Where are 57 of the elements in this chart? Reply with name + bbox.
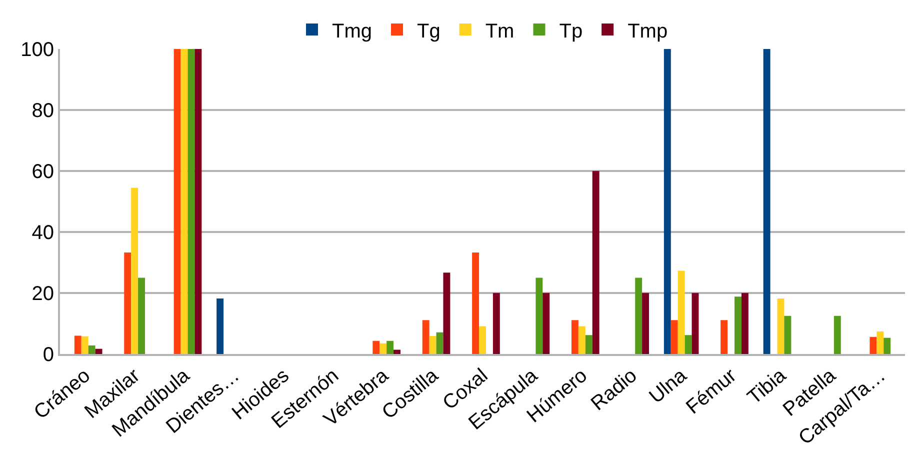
bar [664, 49, 671, 354]
bar [81, 336, 88, 354]
bar [216, 298, 224, 354]
bar [720, 320, 728, 354]
bar [536, 278, 543, 354]
bar [777, 298, 784, 354]
bar [472, 252, 480, 354]
bar [380, 343, 387, 354]
legend-label: Tg [417, 20, 440, 42]
bar [784, 316, 792, 354]
legend-label: Tmp [628, 20, 668, 42]
bar [188, 49, 195, 354]
bar [834, 316, 841, 354]
bar [436, 332, 444, 354]
bar [578, 326, 586, 354]
bar [429, 336, 436, 354]
y-tick-label: 100 [20, 39, 54, 61]
bar [678, 270, 685, 354]
y-tick-label: 80 [32, 100, 54, 122]
legend-label: Tm [485, 20, 514, 42]
bar [670, 320, 678, 354]
bar [394, 350, 400, 354]
y-tick-label: 40 [32, 222, 54, 244]
bar [95, 348, 102, 354]
bar [138, 278, 145, 354]
bar [88, 345, 96, 354]
y-tick-label: 20 [32, 283, 54, 305]
bar [692, 293, 699, 354]
bar [684, 335, 692, 354]
bar [741, 293, 748, 354]
bar [884, 338, 891, 354]
legend-label: Tmg [332, 20, 372, 42]
bar [492, 293, 500, 354]
bar [443, 272, 450, 354]
bar [180, 49, 188, 354]
bar [734, 296, 742, 354]
bar [571, 320, 578, 354]
bar [592, 171, 600, 354]
bar [131, 188, 138, 354]
bar [372, 340, 380, 354]
bar [74, 336, 82, 354]
bar [542, 293, 550, 354]
bar [870, 336, 877, 354]
bar [386, 340, 394, 354]
bar [635, 278, 642, 354]
bar [585, 335, 592, 354]
bar [422, 320, 430, 354]
bar [763, 49, 770, 354]
bar [876, 331, 884, 354]
bar [479, 326, 486, 354]
legend-label: Tp [559, 20, 583, 42]
y-tick-label: 0 [42, 344, 54, 366]
bar [642, 293, 650, 354]
y-tick-label: 60 [32, 161, 54, 183]
bar [124, 252, 132, 354]
bar [174, 49, 181, 354]
bar [194, 49, 202, 354]
